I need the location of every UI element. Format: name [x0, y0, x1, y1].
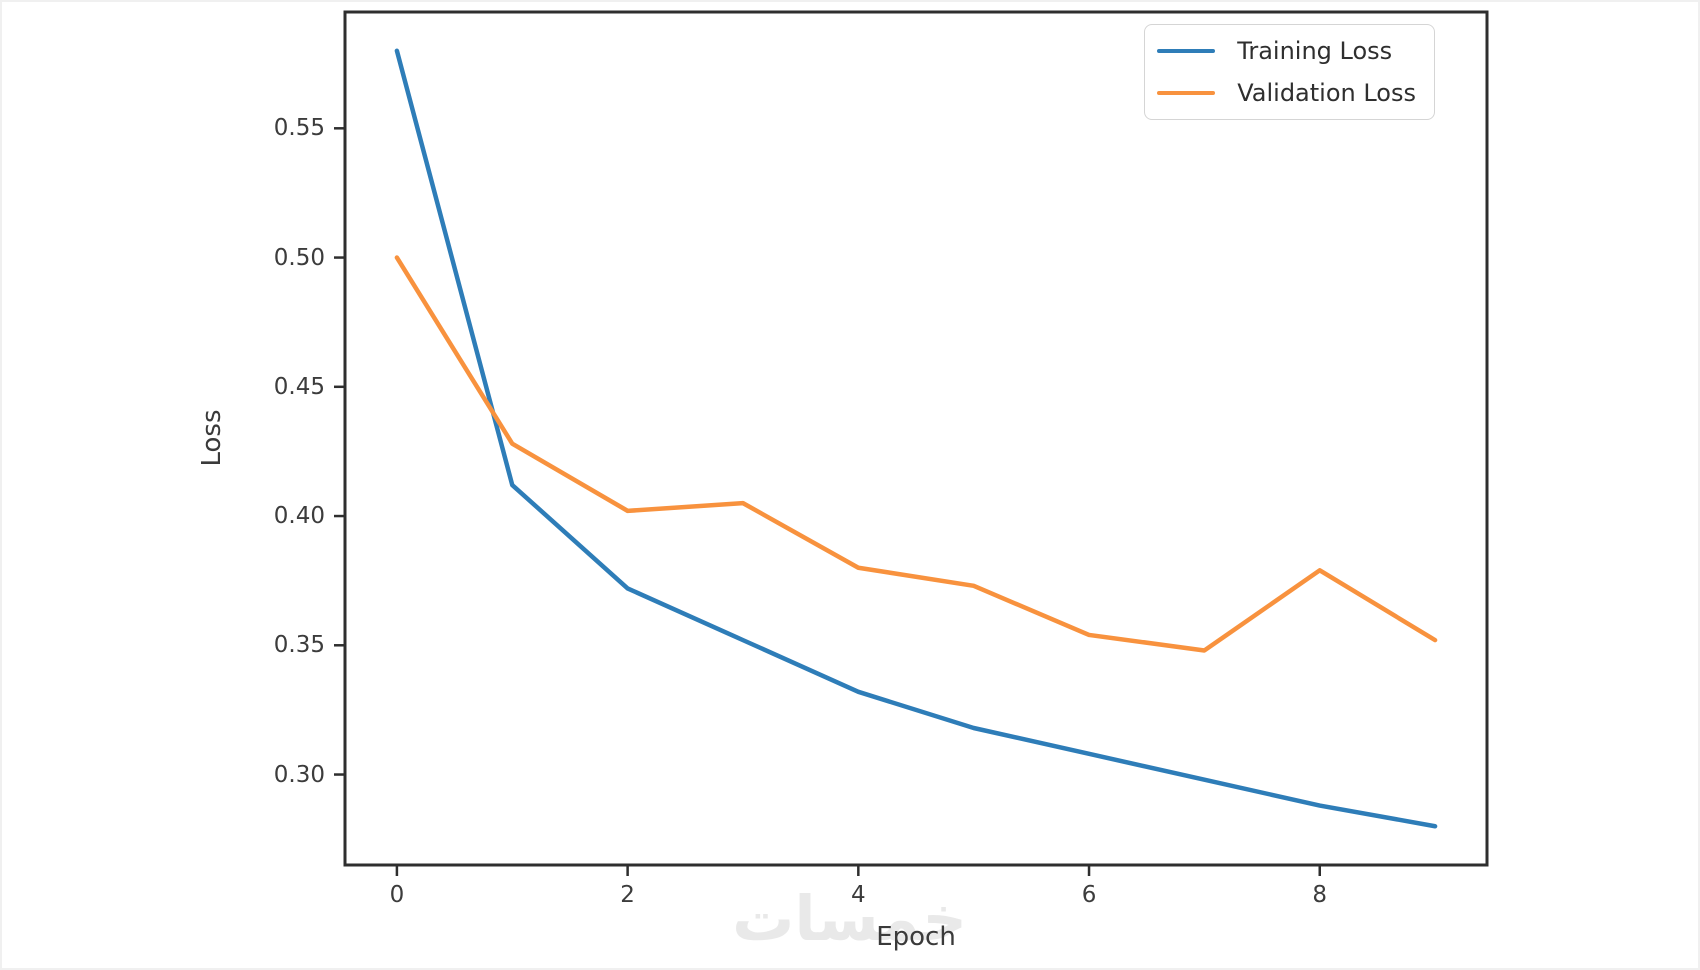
- legend: Training Loss Validation Loss: [1144, 24, 1435, 120]
- series-line-validation-loss: [394, 255, 1438, 653]
- plot-border: [343, 10, 1489, 867]
- y-tick-label: 0.35: [273, 632, 325, 659]
- legend-item-training: Training Loss: [1157, 37, 1416, 65]
- legend-label-training: Training Loss: [1237, 37, 1393, 65]
- x-tick-label: 8: [1312, 882, 1328, 908]
- series-line-training-loss: [394, 48, 1438, 829]
- legend-item-validation: Validation Loss: [1157, 79, 1416, 107]
- x-tick-label: 2: [620, 882, 635, 908]
- y-tick-label: 0.45: [273, 373, 325, 400]
- y-axis-label: Loss: [197, 409, 227, 467]
- x-axis-label: Epoch: [876, 922, 956, 952]
- y-tick-label: 0.50: [273, 244, 325, 271]
- x-tick-label: 0: [389, 882, 405, 908]
- y-tick-label: 0.30: [273, 761, 325, 788]
- legend-label-validation: Validation Loss: [1237, 79, 1416, 107]
- y-tick-label: 0.40: [273, 503, 325, 530]
- training-loss-line-swatch: [1157, 48, 1216, 54]
- y-tick-label: 0.55: [273, 115, 325, 142]
- validation-loss-line-swatch: [1157, 90, 1216, 96]
- x-tick-label: 4: [850, 882, 866, 908]
- x-tick-label: 6: [1081, 882, 1097, 908]
- watermark: خمسات: [732, 882, 967, 955]
